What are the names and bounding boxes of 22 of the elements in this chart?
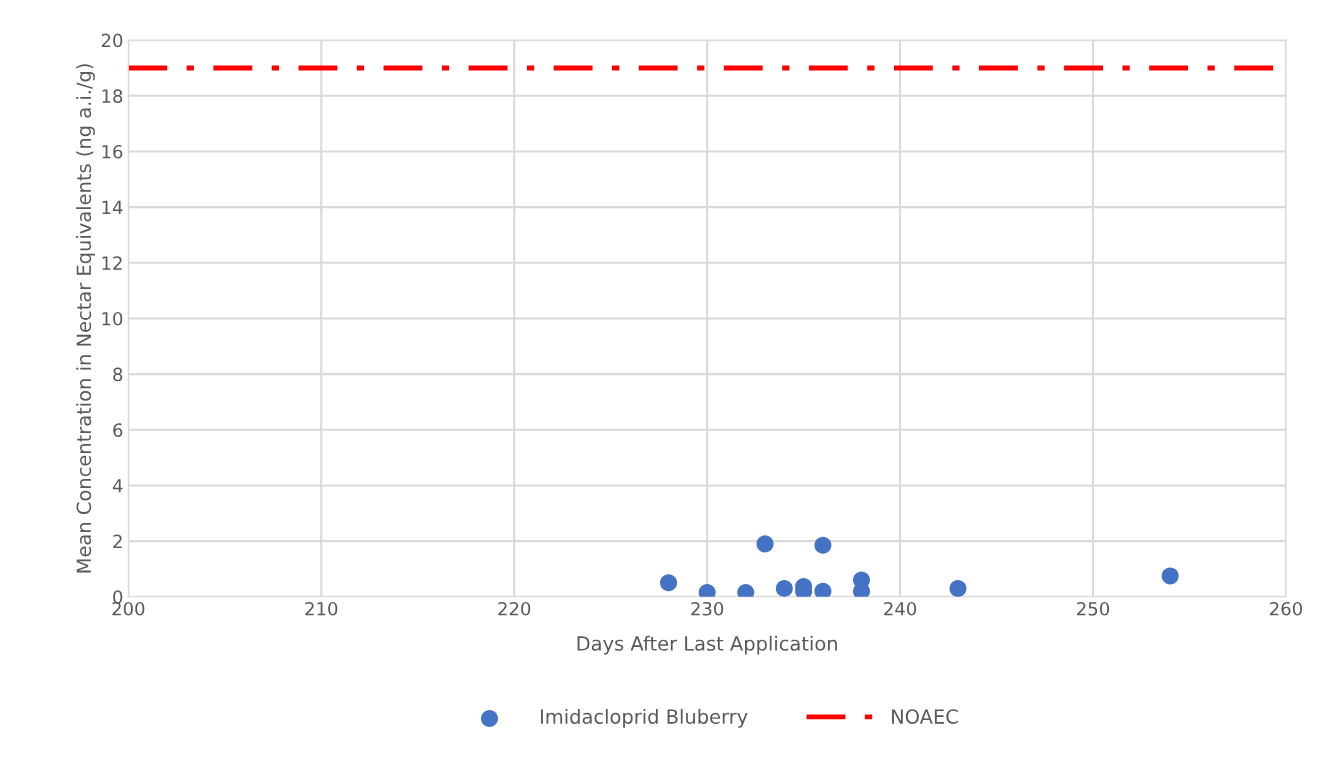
x-tick-label: 260 — [1270, 601, 1302, 616]
y-tick-label: 4 — [112, 479, 123, 493]
y-tick-label: 20 — [101, 33, 123, 48]
x-tick-label: 220 — [498, 601, 531, 616]
y-tick-label: 2 — [113, 534, 122, 548]
y-tick-label: 12 — [102, 256, 122, 270]
y-axis-title: Mean Concentration in Nectar Equivalents (ng a.i./g) — [76, 64, 95, 573]
x-tick-label: 240 — [884, 601, 917, 616]
y-tick-label: 14 — [102, 200, 123, 214]
x-tick-label: 210 — [305, 601, 338, 616]
y-tick-label: 6 — [113, 423, 123, 437]
legend-label: NOAEC — [892, 709, 958, 724]
y-tick-label: 0 — [113, 590, 123, 604]
x-tick-label: 230 — [691, 601, 724, 616]
y-tick-label: 16 — [102, 144, 123, 159]
y-tick-label: 18 — [102, 89, 123, 103]
x-tick-label: 200 — [112, 601, 145, 616]
y-tick-label: 8 — [113, 367, 123, 382]
legend-label: Imidacloprid Bluberry — [540, 708, 748, 728]
x-axis-title: Days After Last Application — [577, 635, 837, 655]
x-tick-label: 250 — [1077, 601, 1110, 616]
y-tick-label: 10 — [102, 311, 123, 326]
